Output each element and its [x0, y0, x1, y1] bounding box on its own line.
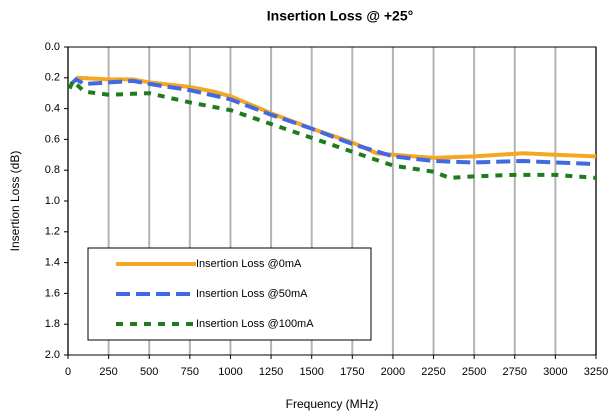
x-tick-label: 250 [99, 366, 117, 378]
x-tick-label: 1500 [299, 366, 323, 378]
x-tick-label: 1250 [259, 366, 283, 378]
y-tick-label: 2.0 [45, 349, 60, 361]
y-tick-label: 1.2 [45, 226, 60, 238]
x-tick-label: 0 [65, 366, 71, 378]
x-axis-label: Frequency (MHz) [286, 397, 379, 411]
y-tick-label: 1.8 [45, 318, 60, 330]
x-tick-label: 3000 [543, 366, 567, 378]
y-tick-label: 0.6 [45, 133, 60, 145]
series-line [69, 76, 597, 167]
x-tick-label: 1750 [340, 366, 364, 378]
y-tick-label: 1.6 [45, 287, 60, 299]
x-tick-label: 2500 [462, 366, 486, 378]
x-tick-label: 1000 [218, 366, 242, 378]
x-tick-label: 500 [140, 366, 158, 378]
x-tick-label: 3250 [584, 366, 608, 378]
plot-frame [67, 46, 597, 356]
x-tick-label: 2750 [503, 366, 527, 378]
legend-label: Insertion Loss @50mA [196, 288, 308, 300]
chart-title: Insertion Loss @ +25° [267, 8, 413, 24]
y-tick-label: 1.0 [45, 195, 60, 207]
series-line [67, 77, 597, 180]
y-tick-label: 1.4 [45, 257, 60, 269]
legend-label: Insertion Loss @0mA [196, 258, 302, 270]
x-tick-label: 2000 [381, 366, 405, 378]
y-tick-label: 0.0 [45, 41, 60, 53]
legend-label: Insertion Loss @100mA [196, 318, 314, 330]
y-tick-label: 0.2 [45, 72, 60, 84]
y-axis-label: Insertion Loss (dB) [8, 151, 22, 252]
y-tick-label: 0.4 [45, 103, 60, 115]
y-tick-label: 0.8 [45, 164, 60, 176]
x-tick-label: 750 [181, 366, 199, 378]
x-tick-label: 2250 [421, 366, 445, 378]
